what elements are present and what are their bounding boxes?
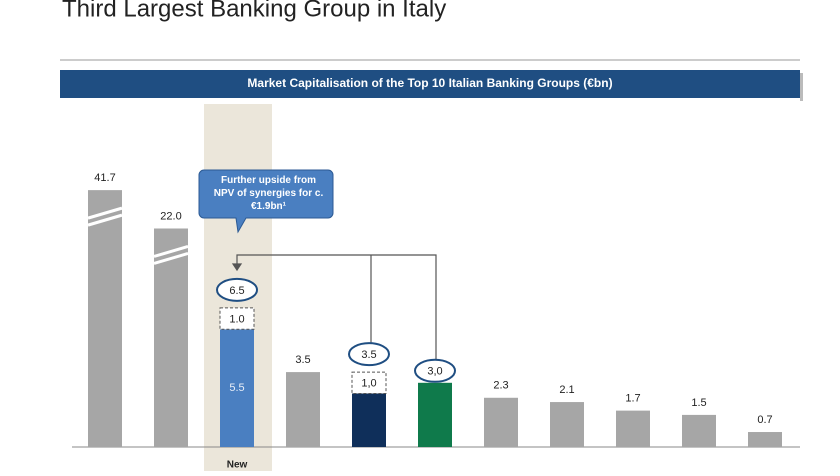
bar bbox=[154, 228, 188, 447]
axis-break bbox=[87, 206, 123, 220]
value-label: 1.7 bbox=[625, 393, 640, 405]
total-label: 3.5 bbox=[361, 349, 376, 361]
extra-segment bbox=[219, 307, 255, 330]
bar bbox=[550, 402, 584, 447]
extra-label: 1.0 bbox=[229, 314, 244, 326]
total-circle bbox=[348, 342, 390, 367]
value-label: 41.7 bbox=[94, 172, 115, 184]
axis-break bbox=[153, 252, 189, 265]
extra-segment bbox=[351, 371, 387, 395]
bar bbox=[616, 410, 650, 447]
bar bbox=[748, 432, 782, 447]
connector-line bbox=[236, 254, 437, 359]
arrow-head bbox=[231, 263, 243, 272]
value-label: 3.5 bbox=[295, 354, 310, 366]
value-label: 2.3 bbox=[493, 380, 508, 392]
value-label: 2.1 bbox=[559, 384, 574, 396]
bar bbox=[682, 414, 716, 447]
callout: Further upside from NPV of synergies for… bbox=[198, 169, 334, 234]
total-circle bbox=[414, 358, 456, 383]
callout-box bbox=[198, 169, 334, 234]
bar bbox=[286, 372, 320, 447]
page-title: Third Largest Banking Group in Italy bbox=[62, 0, 446, 22]
chart-title: Market Capitalisation of the Top 10 Ital… bbox=[247, 76, 612, 90]
banner bbox=[60, 70, 800, 98]
bar bbox=[352, 393, 386, 447]
axis-break bbox=[87, 213, 123, 227]
bar bbox=[418, 382, 452, 447]
bar bbox=[220, 329, 254, 447]
callout-text-box: Further upside from NPV of synergies for… bbox=[213, 175, 324, 212]
total-label: 6.5 bbox=[229, 285, 244, 297]
total-label: 3,0 bbox=[427, 366, 442, 378]
value-label: 0.7 bbox=[757, 414, 772, 426]
connector bbox=[231, 254, 437, 359]
value-label: 22.0 bbox=[160, 210, 181, 222]
total-circle bbox=[216, 277, 258, 302]
value-label: 1.5 bbox=[691, 397, 706, 409]
bar bbox=[484, 397, 518, 447]
axis-break bbox=[153, 245, 189, 258]
value-label: 5.5 bbox=[229, 382, 244, 394]
banner-shadow bbox=[800, 73, 803, 101]
x-tick-label: New bbox=[227, 460, 248, 471]
extra-label: 1,0 bbox=[361, 378, 376, 390]
bar bbox=[88, 190, 122, 447]
callout-text: Further upside from NPV of synergies for… bbox=[213, 175, 324, 212]
